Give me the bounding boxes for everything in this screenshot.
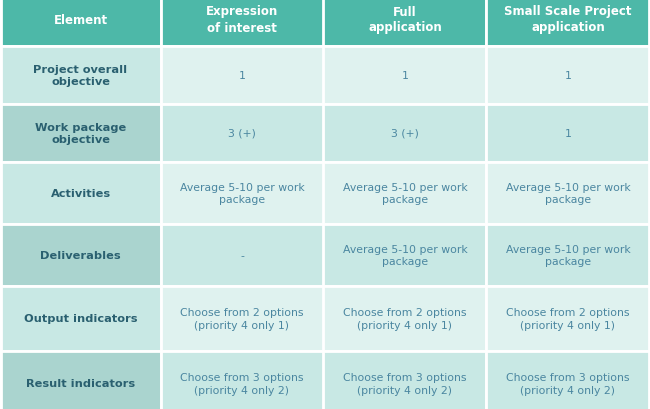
Bar [1, 163, 161, 225]
Text: Output indicators: Output indicators [24, 314, 137, 324]
Text: Expression
of interest: Expression of interest [206, 5, 278, 34]
Bar [486, 0, 649, 47]
Bar [486, 351, 649, 409]
Text: Average 5-10 per work
package: Average 5-10 per work package [343, 244, 467, 267]
Text: Average 5-10 per work
package: Average 5-10 per work package [343, 182, 467, 204]
Text: Project overall
objective: Project overall objective [33, 65, 127, 87]
Text: Average 5-10 per work
package: Average 5-10 per work package [506, 182, 630, 204]
Bar [324, 0, 486, 47]
Text: Choose from 3 options
(priority 4 only 2): Choose from 3 options (priority 4 only 2… [506, 372, 630, 395]
Bar [1, 105, 161, 163]
Text: 1: 1 [239, 71, 246, 81]
Bar [161, 225, 324, 286]
Text: Activities: Activities [51, 189, 111, 198]
Text: Choose from 3 options
(priority 4 only 2): Choose from 3 options (priority 4 only 2… [180, 372, 304, 395]
Bar [324, 286, 486, 351]
Text: Small Scale Project
application: Small Scale Project application [504, 5, 632, 34]
Bar [324, 47, 486, 105]
Bar [486, 163, 649, 225]
Text: Choose from 2 options
(priority 4 only 1): Choose from 2 options (priority 4 only 1… [506, 308, 630, 330]
Bar [1, 0, 161, 47]
Text: 3 (+): 3 (+) [228, 129, 256, 139]
Text: Deliverables: Deliverables [40, 250, 121, 261]
Text: -: - [240, 250, 244, 261]
Bar [486, 47, 649, 105]
Text: Choose from 2 options
(priority 4 only 1): Choose from 2 options (priority 4 only 1… [180, 308, 304, 330]
Text: Result indicators: Result indicators [26, 379, 135, 389]
Text: Work package
objective: Work package objective [35, 123, 126, 145]
Text: 1: 1 [402, 71, 408, 81]
Bar [486, 286, 649, 351]
Bar [161, 286, 324, 351]
Bar [161, 0, 324, 47]
Text: Average 5-10 per work
package: Average 5-10 per work package [506, 244, 630, 267]
Bar [161, 351, 324, 409]
Bar [486, 225, 649, 286]
Bar [161, 163, 324, 225]
Text: 1: 1 [565, 129, 571, 139]
Bar [1, 351, 161, 409]
Bar [1, 225, 161, 286]
Bar [161, 47, 324, 105]
Text: Choose from 2 options
(priority 4 only 1): Choose from 2 options (priority 4 only 1… [343, 308, 467, 330]
Bar [1, 47, 161, 105]
Text: Full
application: Full application [368, 5, 442, 34]
Text: Element: Element [53, 13, 107, 27]
Bar [486, 105, 649, 163]
Bar [324, 351, 486, 409]
Text: Choose from 3 options
(priority 4 only 2): Choose from 3 options (priority 4 only 2… [343, 372, 467, 395]
Bar [161, 105, 324, 163]
Text: Average 5-10 per work
package: Average 5-10 per work package [179, 182, 304, 204]
Bar [324, 163, 486, 225]
Text: 1: 1 [565, 71, 571, 81]
Bar [1, 286, 161, 351]
Text: 3 (+): 3 (+) [391, 129, 419, 139]
Bar [324, 105, 486, 163]
Bar [324, 225, 486, 286]
